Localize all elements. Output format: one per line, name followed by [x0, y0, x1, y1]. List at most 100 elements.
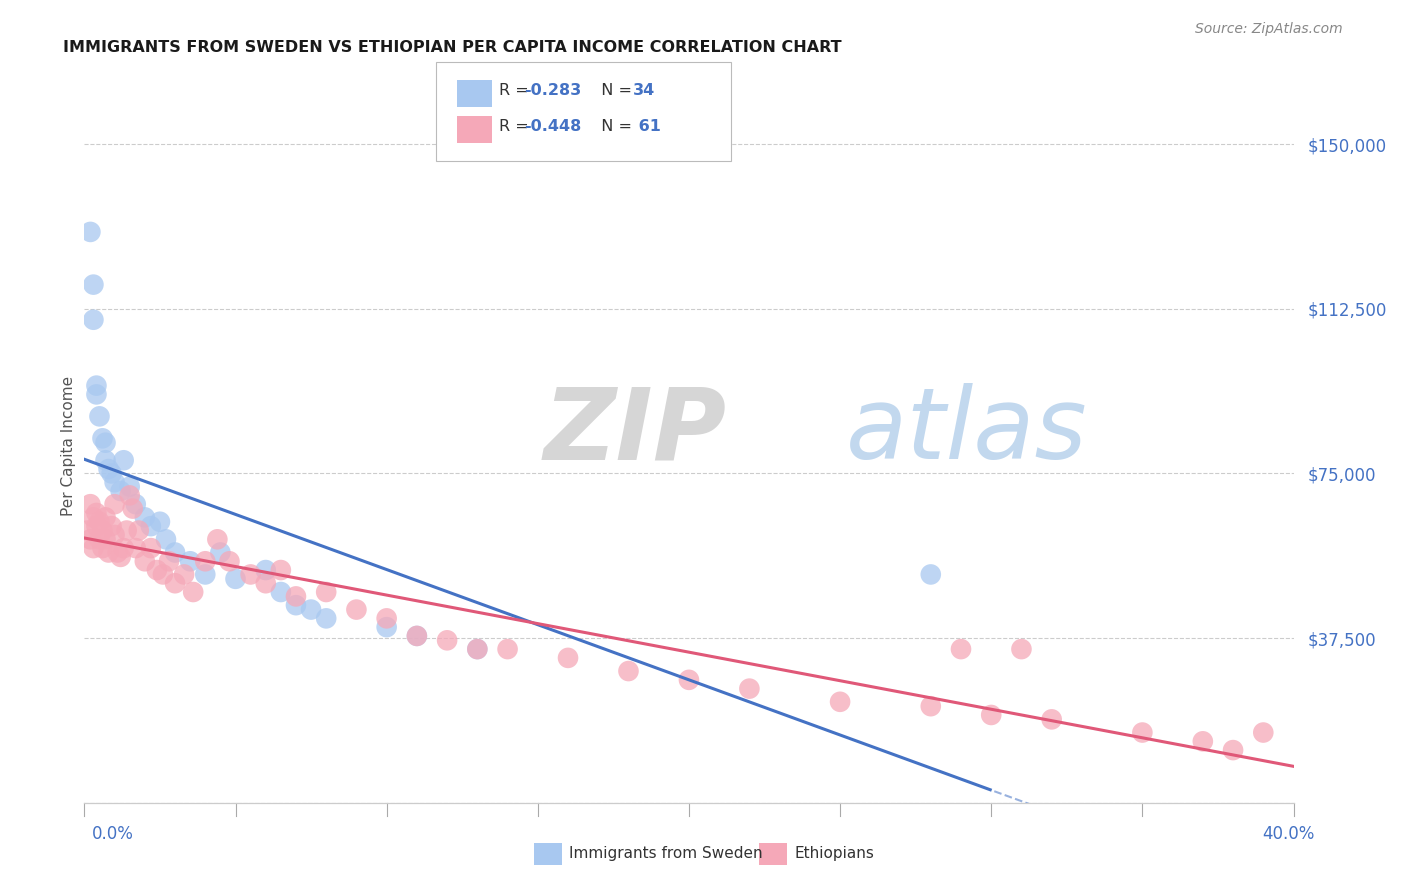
Text: 61: 61: [633, 120, 661, 134]
Point: [134, 554, 156, 568]
Point: [82, 541, 104, 555]
Point: [86, 519, 108, 533]
Point: [112, 541, 135, 555]
Point: [1040, 712, 1063, 726]
Text: IMMIGRANTS FROM SWEDEN VS ETHIOPIAN PER CAPITA INCOME CORRELATION CHART: IMMIGRANTS FROM SWEDEN VS ETHIOPIAN PER …: [63, 40, 842, 55]
Point: [100, 519, 122, 533]
Point: [152, 567, 174, 582]
Point: [346, 602, 368, 616]
Point: [270, 585, 292, 599]
Y-axis label: Per Capita Income: Per Capita Income: [60, 376, 76, 516]
Point: [436, 633, 458, 648]
Point: [79, 225, 101, 239]
Text: ZIP: ZIP: [544, 384, 727, 480]
Point: [1011, 642, 1033, 657]
Point: [557, 651, 579, 665]
Point: [194, 554, 217, 568]
Point: [86, 506, 108, 520]
Point: [406, 629, 429, 643]
Text: -0.283: -0.283: [524, 84, 582, 98]
Point: [149, 515, 172, 529]
Point: [1192, 734, 1215, 748]
Point: [165, 576, 187, 591]
Point: [139, 519, 162, 533]
Point: [467, 642, 489, 657]
Point: [94, 435, 117, 450]
Point: [91, 524, 114, 538]
Point: [86, 387, 108, 401]
Point: [830, 695, 852, 709]
Text: R =: R =: [499, 84, 534, 98]
Point: [375, 611, 398, 625]
Text: atlas: atlas: [846, 384, 1088, 480]
Point: [104, 475, 127, 490]
Point: [110, 483, 132, 498]
Point: [89, 515, 111, 529]
Point: [112, 453, 135, 467]
Point: [94, 510, 117, 524]
Point: [406, 629, 429, 643]
Point: [97, 545, 120, 559]
Point: [100, 467, 122, 481]
Point: [467, 642, 489, 657]
Point: [179, 554, 201, 568]
Point: [315, 585, 337, 599]
Point: [121, 501, 143, 516]
Point: [207, 533, 229, 547]
Point: [496, 642, 519, 657]
Point: [1222, 743, 1244, 757]
Point: [285, 598, 308, 612]
Point: [76, 524, 98, 538]
Point: [79, 497, 101, 511]
Point: [375, 620, 398, 634]
Text: Source: ZipAtlas.com: Source: ZipAtlas.com: [1195, 22, 1343, 37]
Point: [157, 554, 180, 568]
Point: [270, 563, 292, 577]
Point: [299, 602, 322, 616]
Point: [82, 312, 104, 326]
Point: [125, 497, 148, 511]
Point: [980, 708, 1002, 723]
Point: [209, 545, 232, 559]
Text: N =: N =: [591, 120, 637, 134]
Point: [165, 545, 187, 559]
Point: [104, 497, 127, 511]
Point: [115, 524, 138, 538]
Text: 34: 34: [633, 84, 655, 98]
Point: [254, 563, 277, 577]
Point: [125, 541, 148, 555]
Point: [94, 453, 117, 467]
Point: [118, 488, 141, 502]
Point: [315, 611, 337, 625]
Point: [678, 673, 700, 687]
Point: [94, 533, 117, 547]
Text: Ethiopians: Ethiopians: [794, 847, 875, 861]
Point: [128, 524, 150, 538]
Point: [285, 590, 308, 604]
Point: [225, 572, 247, 586]
Point: [139, 541, 162, 555]
Point: [86, 378, 108, 392]
Text: Immigrants from Sweden: Immigrants from Sweden: [569, 847, 763, 861]
Point: [134, 510, 156, 524]
Point: [91, 541, 114, 555]
Point: [79, 533, 101, 547]
Text: -0.448: -0.448: [524, 120, 582, 134]
Point: [950, 642, 973, 657]
Point: [118, 480, 141, 494]
Point: [110, 549, 132, 564]
Point: [738, 681, 761, 696]
Point: [104, 528, 127, 542]
Point: [617, 664, 640, 678]
Text: 40.0%: 40.0%: [1263, 825, 1315, 843]
Point: [194, 567, 217, 582]
Point: [107, 545, 129, 559]
Point: [920, 567, 942, 582]
Point: [89, 409, 111, 424]
Text: R =: R =: [499, 120, 534, 134]
Point: [97, 462, 120, 476]
Point: [1253, 725, 1275, 739]
Text: N =: N =: [591, 84, 637, 98]
Point: [181, 585, 204, 599]
Point: [218, 554, 240, 568]
